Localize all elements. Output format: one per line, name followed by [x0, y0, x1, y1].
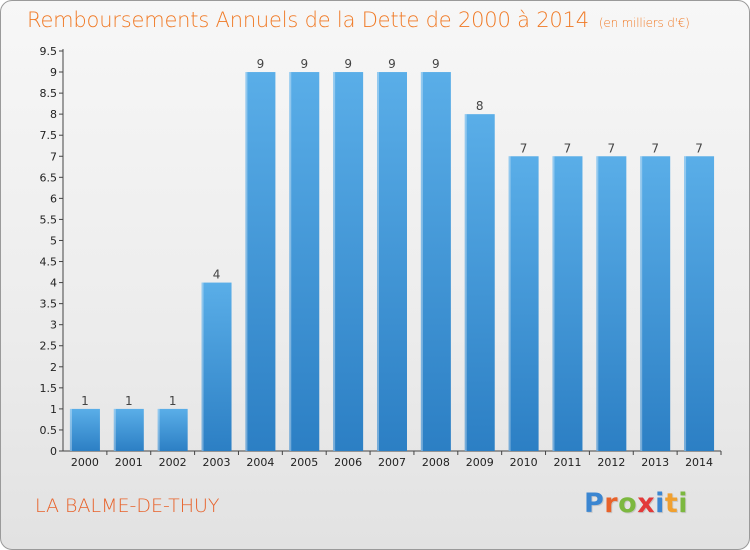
logo-letter: x	[637, 488, 656, 519]
bar-highlight	[596, 156, 599, 451]
bar-value-label: 9	[300, 57, 308, 71]
bars	[69, 72, 715, 451]
y-tick-label: 8.5	[40, 87, 58, 100]
x-tick-label: 2001	[115, 456, 143, 469]
y-tick-label: 6	[50, 192, 57, 205]
bar-highlight	[464, 114, 467, 451]
x-tick-label: 2010	[510, 456, 538, 469]
bar	[157, 408, 188, 451]
bar-highlight	[113, 408, 116, 451]
bar	[113, 408, 144, 451]
y-tick-label: 7	[50, 150, 57, 163]
x-tick-label: 2002	[159, 456, 187, 469]
axes: 0 0.5 1 1.5 2 2.5 3 3.5 4 4.5 5 5.5 6 6.5 7 7.5 8 8.5 9 9.5…	[40, 45, 722, 469]
x-tick-label: 2012	[597, 456, 625, 469]
y-tick-label: 0.5	[40, 424, 58, 437]
bar-value-label: 1	[169, 394, 177, 408]
logo-letter: o	[618, 488, 638, 519]
y-tick-label: 7.5	[40, 129, 58, 142]
bar	[69, 408, 100, 451]
bar-value-label: 7	[564, 141, 572, 155]
place-name: LA BALME-DE-THUY	[35, 495, 220, 517]
bar	[245, 72, 276, 451]
bar-value-label: 1	[81, 394, 89, 408]
x-tick-label: 2003	[203, 456, 231, 469]
bar	[552, 156, 583, 451]
logo-letter: i	[678, 488, 689, 519]
y-tick-label: 4	[50, 277, 57, 290]
bar-value-label: 8	[476, 99, 484, 113]
bar-highlight	[157, 408, 160, 451]
y-tick-label: 6.5	[40, 171, 58, 184]
y-tick-label: 3.5	[40, 298, 58, 311]
bar-highlight	[684, 156, 687, 451]
bar-value-label: 7	[520, 141, 528, 155]
x-tick-label: 2005	[290, 456, 318, 469]
bar	[289, 72, 320, 451]
y-tick-label: 4.5	[40, 256, 58, 269]
bar	[333, 72, 364, 451]
x-tick-label: 2008	[422, 456, 450, 469]
x-tick-label: 2009	[466, 456, 494, 469]
bar	[596, 156, 627, 451]
bar-highlight	[552, 156, 555, 451]
bar-highlight	[333, 72, 336, 451]
bar-highlight	[420, 72, 423, 451]
bar	[201, 282, 232, 451]
x-tick-label: 2007	[378, 456, 406, 469]
bar	[640, 156, 671, 451]
bar-highlight	[640, 156, 643, 451]
bar-value-label: 4	[213, 268, 221, 282]
x-tick-label: 2006	[334, 456, 362, 469]
proxiti-logo: Proxiti	[584, 488, 688, 519]
bar-value-label: 9	[257, 57, 265, 71]
bar-value-label: 7	[695, 141, 703, 155]
y-tick-label: 2.5	[40, 340, 58, 353]
y-tick-label: 8	[50, 108, 57, 121]
y-tick-label: 0	[50, 445, 57, 458]
bar-highlight	[245, 72, 248, 451]
bar-value-label: 9	[344, 57, 352, 71]
bar-highlight	[508, 156, 511, 451]
bar	[508, 156, 539, 451]
data-labels: 1 1 1 4 9 9 9 9 9 8 7 7 7 7 7	[81, 57, 703, 408]
x-tick-label: 2014	[685, 456, 713, 469]
bar-highlight	[201, 282, 204, 451]
logo-letter: P	[584, 488, 605, 519]
y-tick-label: 3	[50, 319, 57, 332]
y-tick-label: 5.5	[40, 213, 58, 226]
bar-highlight	[289, 72, 292, 451]
x-tick-label: 2000	[71, 456, 99, 469]
bar	[420, 72, 451, 451]
bar-value-label: 1	[125, 394, 133, 408]
bar-highlight	[69, 408, 72, 451]
bar-value-label: 9	[388, 57, 396, 71]
y-tick-label: 9	[50, 66, 57, 79]
logo-letter: i	[655, 488, 665, 519]
bar	[684, 156, 715, 451]
x-tick-label: 2013	[641, 456, 669, 469]
y-tick-label: 5	[50, 234, 57, 247]
logo-letter: r	[604, 488, 619, 519]
logo-letter: t	[664, 488, 679, 519]
chart-unit: (en milliers d'€)	[598, 16, 690, 30]
chart-title-text: Remboursements Annuels de la Dette de 20…	[27, 8, 589, 32]
y-tick-label: 1	[50, 403, 57, 416]
bar-highlight	[377, 72, 379, 451]
y-tick-label: 9.5	[40, 45, 58, 58]
y-tick-label: 2	[50, 361, 57, 374]
x-tick-label: 2004	[246, 456, 274, 469]
y-tick-label: 1.5	[40, 382, 58, 395]
bar-value-label: 7	[608, 141, 616, 155]
x-tick-label: 2011	[553, 456, 581, 469]
bar	[377, 72, 407, 451]
chart-title: Remboursements Annuels de la Dette de 20…	[27, 8, 690, 32]
bar-value-label: 7	[651, 141, 659, 155]
bar	[464, 114, 495, 451]
bar-value-label: 9	[432, 57, 440, 71]
